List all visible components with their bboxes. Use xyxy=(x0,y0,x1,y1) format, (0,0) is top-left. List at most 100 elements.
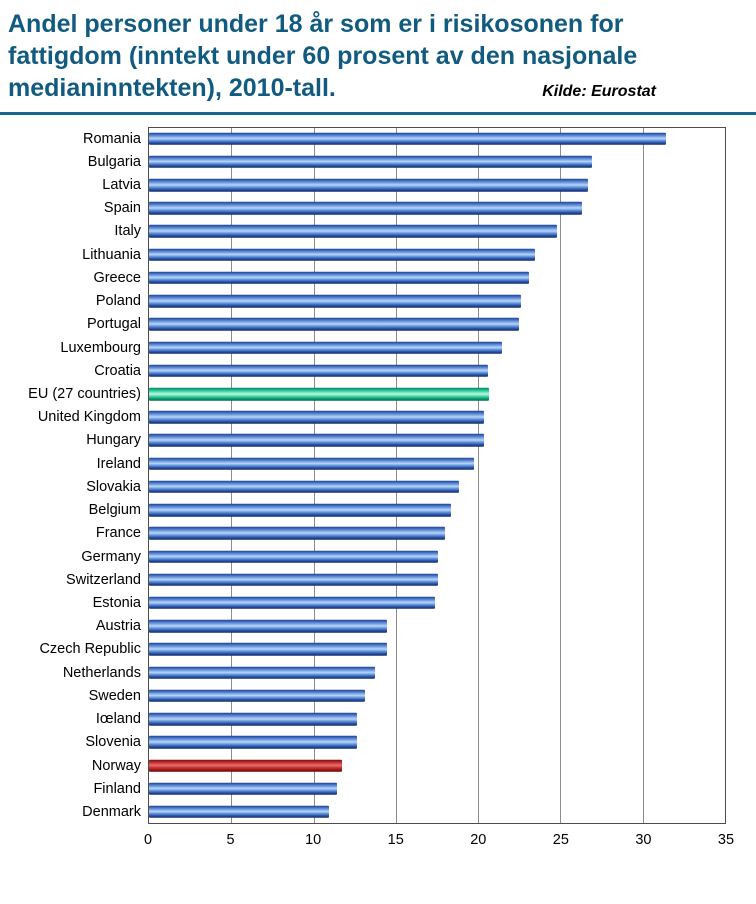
divider-line xyxy=(0,112,756,115)
bar-track xyxy=(148,313,726,336)
chart-row: Estonia xyxy=(0,591,756,614)
bar-track xyxy=(148,173,726,196)
bar xyxy=(149,155,592,169)
bar xyxy=(149,503,452,517)
bar xyxy=(149,387,490,401)
bar xyxy=(149,410,485,424)
category-label: Netherlands xyxy=(62,664,141,681)
bar xyxy=(149,480,460,494)
bar xyxy=(149,248,536,261)
bar-track xyxy=(148,638,726,661)
plot-area xyxy=(148,127,726,824)
bar xyxy=(149,132,666,145)
bar-track xyxy=(148,707,726,730)
chart-row: Iœland xyxy=(0,707,756,730)
chart-row: Romania xyxy=(0,127,756,150)
bar-track xyxy=(148,127,726,150)
source-label: Kilde: Eurostat xyxy=(542,83,656,100)
bar-track xyxy=(148,359,726,382)
bar-track xyxy=(148,150,726,173)
chart-header: Andel personer under 18 år som er i risi… xyxy=(0,0,756,104)
bar xyxy=(149,689,366,703)
bar-track xyxy=(148,243,726,266)
bar-track xyxy=(148,754,726,777)
category-label: Spain xyxy=(103,200,141,217)
chart-row: Denmark xyxy=(0,800,756,823)
bar xyxy=(149,666,376,679)
x-axis: 0 5 10 15 20 25 30 35 xyxy=(144,824,734,852)
bar-track xyxy=(148,545,726,568)
category-label: Switzerland xyxy=(66,571,141,588)
chart-row: Slovakia xyxy=(0,475,756,498)
bar-track xyxy=(148,522,726,545)
chart-row: France xyxy=(0,522,756,545)
chart-row: Spain xyxy=(0,197,756,220)
category-label: Belgium xyxy=(88,502,141,519)
bar xyxy=(149,318,519,331)
bar xyxy=(149,202,582,215)
bar-rows: Romania Bulgaria Latvia Spain Italy Lith… xyxy=(0,127,756,824)
chart-row: Switzerland xyxy=(0,568,756,591)
chart-row: Croatia xyxy=(0,359,756,382)
category-label: Slovakia xyxy=(86,478,141,495)
bar-track xyxy=(148,615,726,638)
bar-track xyxy=(148,336,726,359)
gridline xyxy=(395,128,397,823)
bar-track xyxy=(148,290,726,313)
chart-row: Sweden xyxy=(0,684,756,707)
chart-title-line: medianinntekten), 2010-tall. xyxy=(8,74,336,102)
bar xyxy=(149,527,445,540)
bar-track xyxy=(148,429,726,452)
bar-chart: Romania Bulgaria Latvia Spain Italy Lith… xyxy=(0,127,756,852)
category-label: Finland xyxy=(93,780,141,797)
category-label: Greece xyxy=(93,269,141,286)
bar xyxy=(149,178,589,192)
bar-track xyxy=(148,452,726,475)
bar-track xyxy=(148,220,726,243)
chart-row: Portugal xyxy=(0,313,756,336)
bar xyxy=(149,225,557,238)
category-label: Denmark xyxy=(82,803,141,820)
category-label: Austria xyxy=(95,618,141,635)
bar-track xyxy=(148,591,726,614)
bar-track xyxy=(148,777,726,800)
category-label: Portugal xyxy=(86,316,141,333)
category-label: Germany xyxy=(81,548,141,565)
chart-row: Lithuania xyxy=(0,243,756,266)
category-label: Estonia xyxy=(92,594,141,611)
bar xyxy=(149,712,358,726)
chart-row: Norway xyxy=(0,754,756,777)
x-tick-label: 0 xyxy=(143,832,153,848)
x-tick-label: 35 xyxy=(717,832,735,848)
bar-track xyxy=(148,568,726,591)
bar xyxy=(149,759,343,772)
chart-row: Ireland xyxy=(0,452,756,475)
category-label: Romania xyxy=(82,130,141,147)
category-label: Latvia xyxy=(102,177,141,194)
bar xyxy=(149,782,338,795)
category-label: Czech Republic xyxy=(39,641,141,658)
bar-track xyxy=(148,197,726,220)
bar-track xyxy=(148,684,726,707)
bar-track xyxy=(148,266,726,289)
category-label: France xyxy=(95,525,141,542)
chart-title-line: fattigdom (inntekt under 60 prosent av d… xyxy=(8,42,638,70)
chart-row: Finland xyxy=(0,777,756,800)
gridline xyxy=(313,128,315,823)
bar xyxy=(149,457,475,470)
bar xyxy=(149,736,358,749)
category-label: Ireland xyxy=(96,455,141,472)
bar xyxy=(149,434,485,447)
chart-row: Luxembourg xyxy=(0,336,756,359)
category-label: Iœland xyxy=(95,711,141,728)
bar xyxy=(149,805,329,819)
chart-row: Czech Republic xyxy=(0,638,756,661)
bar-track xyxy=(148,731,726,754)
bar xyxy=(149,596,435,610)
gridline xyxy=(478,128,480,823)
gridline xyxy=(642,128,644,823)
chart-row: Germany xyxy=(0,545,756,568)
chart-row: Bulgaria xyxy=(0,150,756,173)
category-label: Hungary xyxy=(86,432,141,449)
